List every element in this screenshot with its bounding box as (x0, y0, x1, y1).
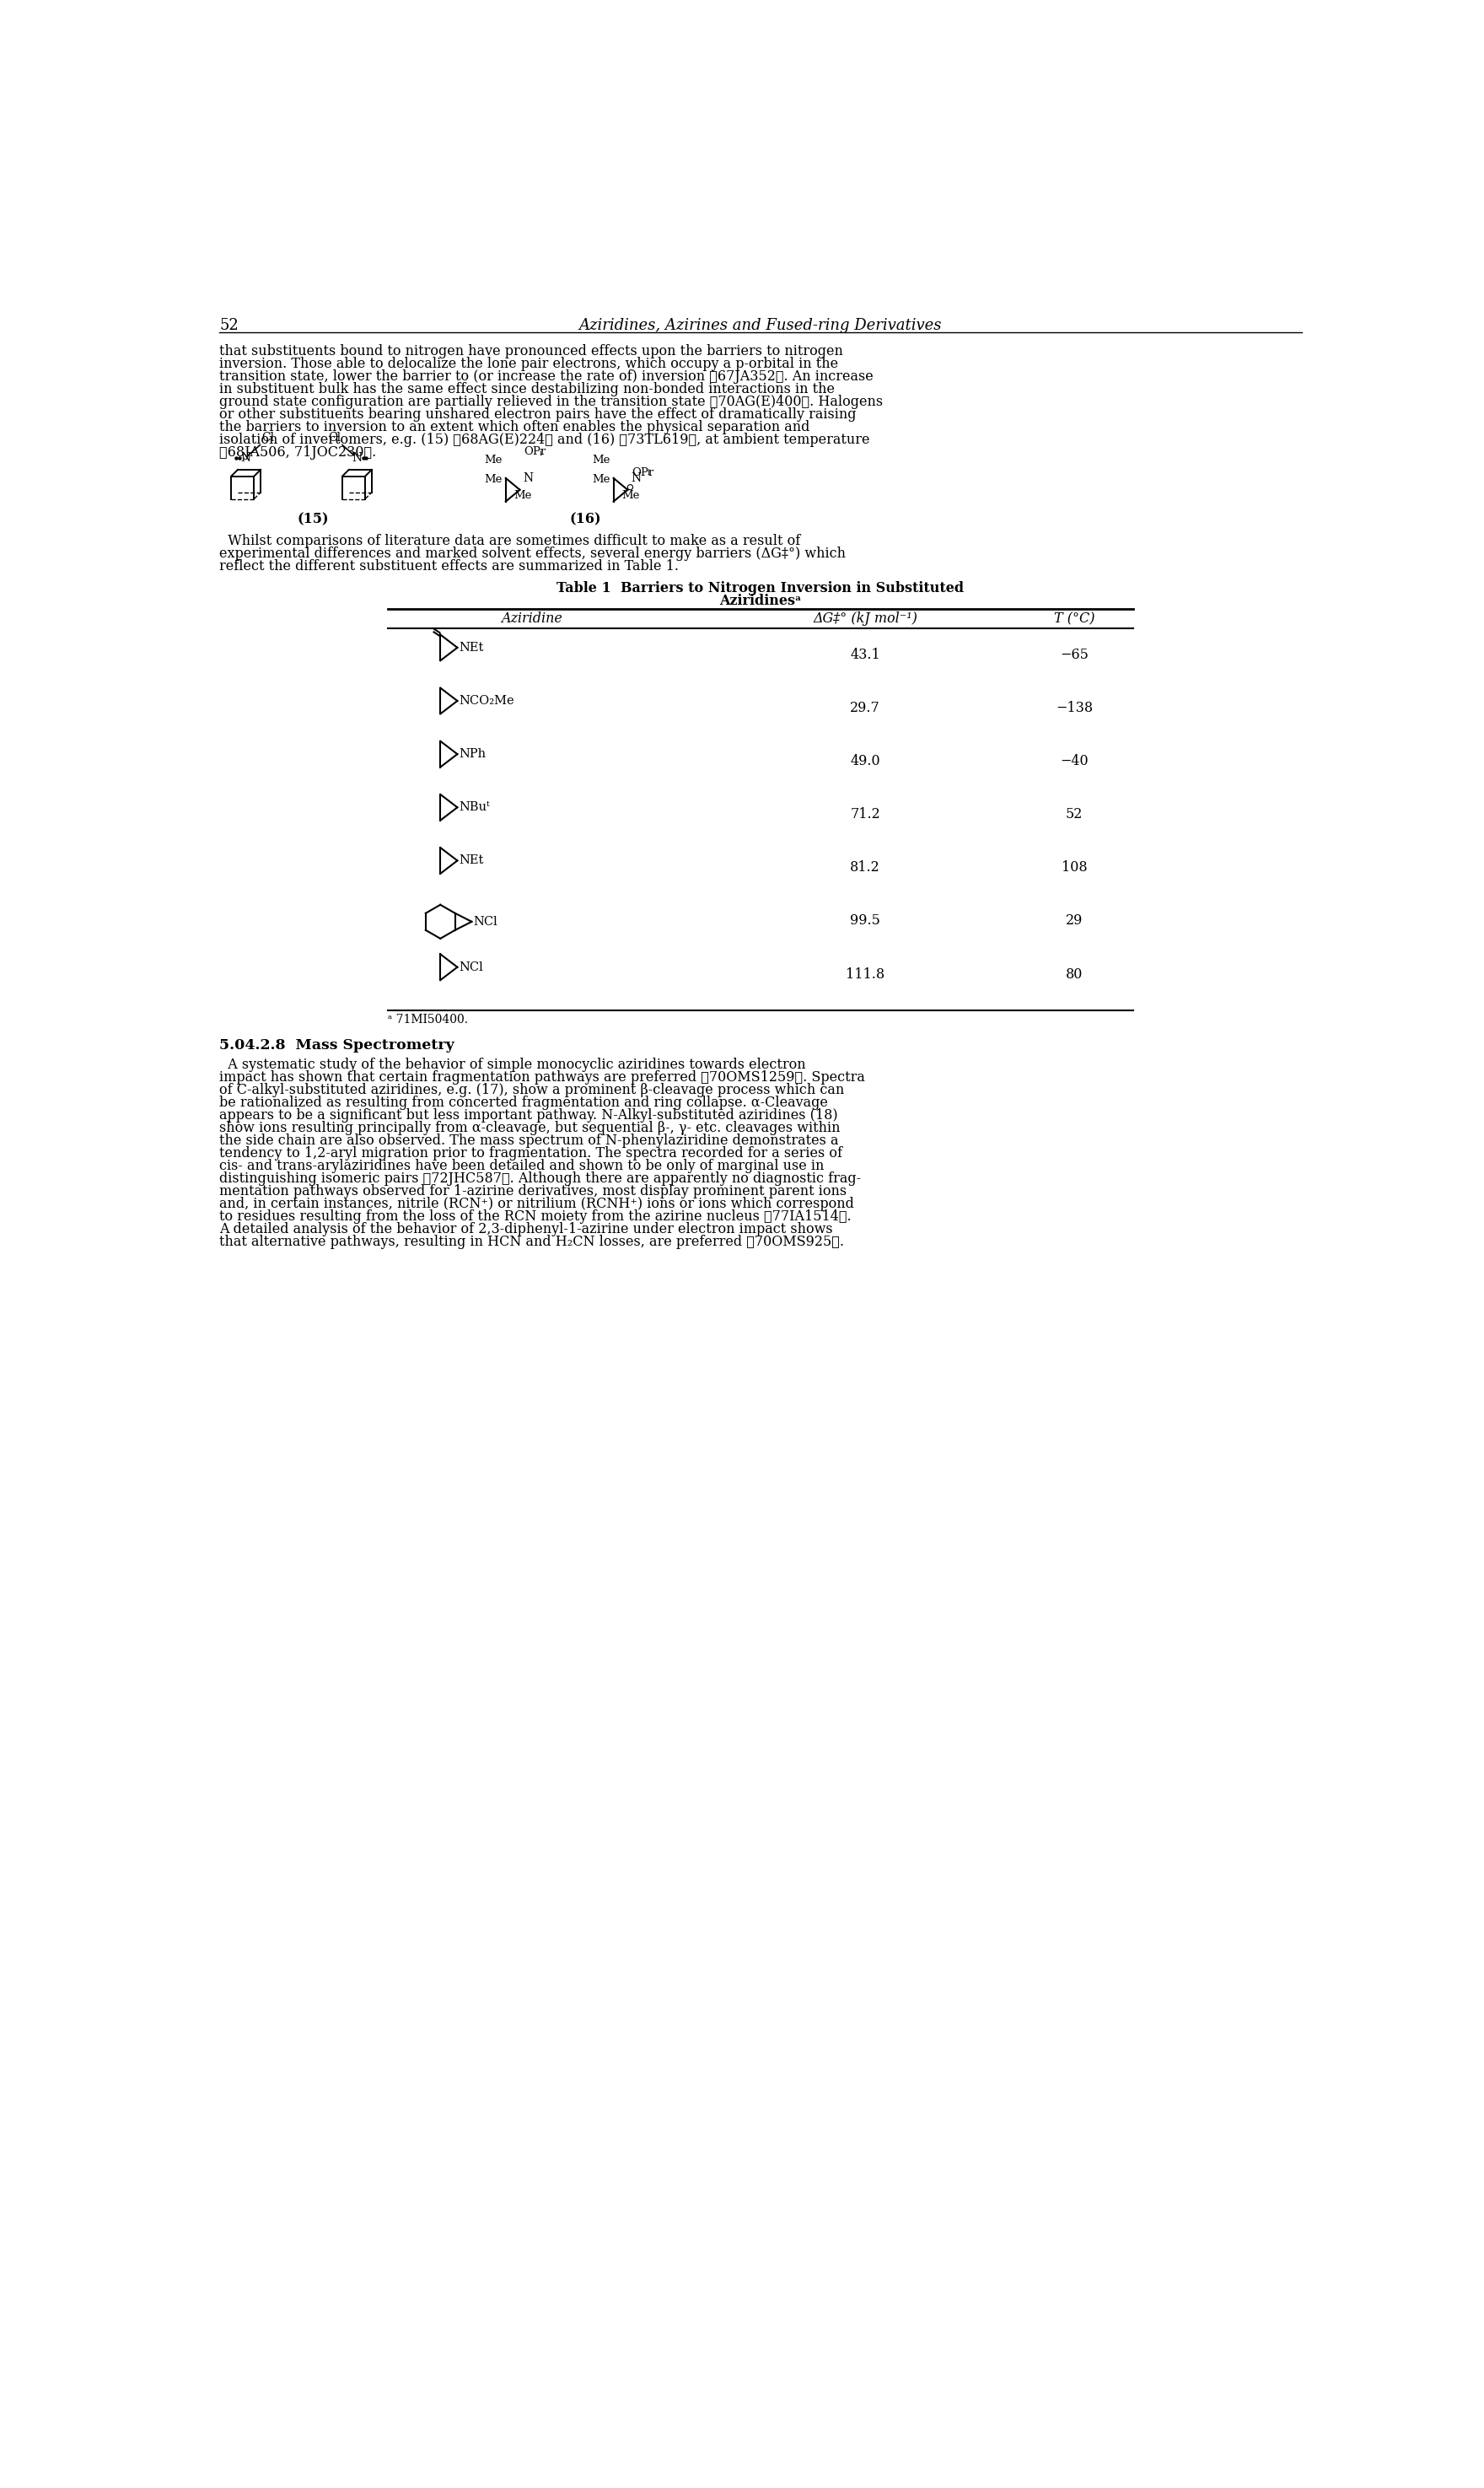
Text: 81.2: 81.2 (850, 861, 880, 876)
Text: NEt: NEt (460, 642, 484, 654)
Text: (15): (15) (297, 513, 329, 527)
Text: i: i (647, 470, 650, 478)
Text: NPh: NPh (460, 749, 487, 759)
Text: or other substituents bearing unshared electron pairs have the effect of dramati: or other substituents bearing unshared e… (220, 408, 856, 420)
Text: 71.2: 71.2 (850, 806, 880, 821)
Text: 99.5: 99.5 (850, 913, 880, 928)
Text: appears to be a significant but less important pathway. N-Alkyl-substituted azir: appears to be a significant but less imp… (220, 1107, 838, 1122)
Text: 52: 52 (1066, 806, 1083, 821)
Text: NCO₂Me: NCO₂Me (460, 694, 515, 707)
Text: Whilst comparisons of literature data are sometimes difficult to make as a resul: Whilst comparisons of literature data ar… (220, 535, 801, 547)
Text: show ions resulting principally from α-cleavage, but sequential β-, γ- etc. clea: show ions resulting principally from α-c… (220, 1120, 840, 1135)
Text: to residues resulting from the loss of the RCN moiety from the azirine nucleus ❨: to residues resulting from the loss of t… (220, 1209, 852, 1224)
Text: Cl: Cl (328, 433, 341, 443)
Text: transition state, lower the barrier to (or increase the rate of) inversion ❨67JA: transition state, lower the barrier to (… (220, 368, 874, 383)
Text: NBuᵗ: NBuᵗ (460, 801, 490, 814)
Text: T (°C): T (°C) (1054, 612, 1095, 627)
Text: A detailed analysis of the behavior of 2,3-diphenyl-1-azirine under electron imp: A detailed analysis of the behavior of 2… (220, 1222, 833, 1237)
Text: 5.04.2.8  Mass Spectrometry: 5.04.2.8 Mass Spectrometry (220, 1037, 454, 1052)
Text: Me: Me (484, 455, 503, 465)
Text: Aziridine: Aziridine (502, 612, 562, 627)
Text: ground state configuration are partially relieved in the transition state ❨70AG(: ground state configuration are partially… (220, 396, 883, 408)
Text: experimental differences and marked solvent effects, several energy barriers (ΔG: experimental differences and marked solv… (220, 547, 846, 560)
Text: Me: Me (592, 475, 610, 485)
Text: that substituents bound to nitrogen have pronounced effects upon the barriers to: that substituents bound to nitrogen have… (220, 343, 843, 358)
Text: ΔG‡° (kJ mol⁻¹): ΔG‡° (kJ mol⁻¹) (813, 612, 917, 627)
Text: 49.0: 49.0 (850, 754, 880, 769)
Text: Cl: Cl (261, 433, 275, 443)
Text: N: N (352, 453, 362, 463)
Text: Me: Me (484, 475, 503, 485)
Text: the barriers to inversion to an extent which often enables the physical separati: the barriers to inversion to an extent w… (220, 420, 810, 435)
Text: 29: 29 (1066, 913, 1083, 928)
Text: be rationalized as resulting from concerted fragmentation and ring collapse. α-C: be rationalized as resulting from concer… (220, 1095, 828, 1110)
Text: −65: −65 (1060, 647, 1088, 662)
Text: N: N (240, 453, 251, 463)
Text: 29.7: 29.7 (850, 702, 880, 714)
Text: tendency to 1,2-aryl migration prior to fragmentation. The spectra recorded for : tendency to 1,2-aryl migration prior to … (220, 1147, 843, 1159)
Text: NCl: NCl (473, 916, 499, 928)
Text: OPr: OPr (524, 445, 546, 458)
Text: ᵃ 71MI50400.: ᵃ 71MI50400. (389, 1015, 467, 1025)
Text: N: N (524, 473, 534, 485)
Text: 80: 80 (1066, 968, 1083, 980)
Text: mentation pathways observed for 1-azirine derivatives, most display prominent pa: mentation pathways observed for 1-azirin… (220, 1184, 847, 1199)
Text: Me: Me (592, 455, 610, 465)
Text: impact has shown that certain fragmentation pathways are preferred ❨70OMS1259❩. : impact has shown that certain fragmentat… (220, 1070, 865, 1085)
Text: Me: Me (513, 490, 531, 500)
Text: and, in certain instances, nitrile (RCN⁺) or nitrilium (RCNH⁺) ions or ions whic: and, in certain instances, nitrile (RCN⁺… (220, 1197, 855, 1212)
Text: Me: Me (622, 490, 640, 500)
Text: cis- and trans-arylaziridines have been detailed and shown to be only of margina: cis- and trans-arylaziridines have been … (220, 1159, 824, 1172)
Text: of C-alkyl-substituted aziridines, e.g. (17), show a prominent β-cleavage proces: of C-alkyl-substituted aziridines, e.g. … (220, 1082, 844, 1097)
Text: −138: −138 (1055, 702, 1092, 714)
Text: the side chain are also observed. The mass spectrum of N-phenylaziridine demonst: the side chain are also observed. The ma… (220, 1135, 838, 1147)
Text: OPr: OPr (632, 468, 654, 478)
Text: ❨68JA506, 71JOC230❩.: ❨68JA506, 71JOC230❩. (220, 445, 377, 460)
Text: NEt: NEt (460, 856, 484, 866)
Text: 43.1: 43.1 (850, 647, 880, 662)
Text: distinguishing isomeric pairs ❨72JHC587❩. Although there are apparently no diagn: distinguishing isomeric pairs ❨72JHC587❩… (220, 1172, 861, 1187)
Text: Table 1  Barriers to Nitrogen Inversion in Substituted: Table 1 Barriers to Nitrogen Inversion i… (556, 582, 965, 595)
Text: A systematic study of the behavior of simple monocyclic aziridines towards elect: A systematic study of the behavior of si… (220, 1057, 806, 1072)
Text: inversion. Those able to delocalize the lone pair electrons, which occupy a p-or: inversion. Those able to delocalize the … (220, 356, 838, 371)
Text: Aziridines, Azirines and Fused-ring Derivatives: Aziridines, Azirines and Fused-ring Deri… (579, 318, 942, 333)
Text: reflect the different substituent effects are summarized in Table 1.: reflect the different substituent effect… (220, 560, 680, 575)
Text: 111.8: 111.8 (846, 968, 884, 980)
Text: isolation of invertomers, e.g. (15) ❨68AG(E)224❩ and (16) ❨73TL619❩, at ambient : isolation of invertomers, e.g. (15) ❨68A… (220, 433, 870, 448)
Text: NCl: NCl (460, 960, 484, 973)
Text: −40: −40 (1060, 754, 1088, 769)
Text: Aziridinesᵃ: Aziridinesᵃ (720, 595, 801, 607)
Text: i: i (539, 450, 542, 458)
Text: N: N (631, 473, 641, 485)
Text: (16): (16) (570, 513, 601, 527)
Text: that alternative pathways, resulting in HCN and H₂CN losses, are preferred ❨70OM: that alternative pathways, resulting in … (220, 1234, 844, 1249)
Text: in substituent bulk has the same effect since destabilizing non-bonded interacti: in substituent bulk has the same effect … (220, 383, 835, 396)
Text: 108: 108 (1061, 861, 1088, 876)
Text: 52: 52 (220, 318, 239, 333)
